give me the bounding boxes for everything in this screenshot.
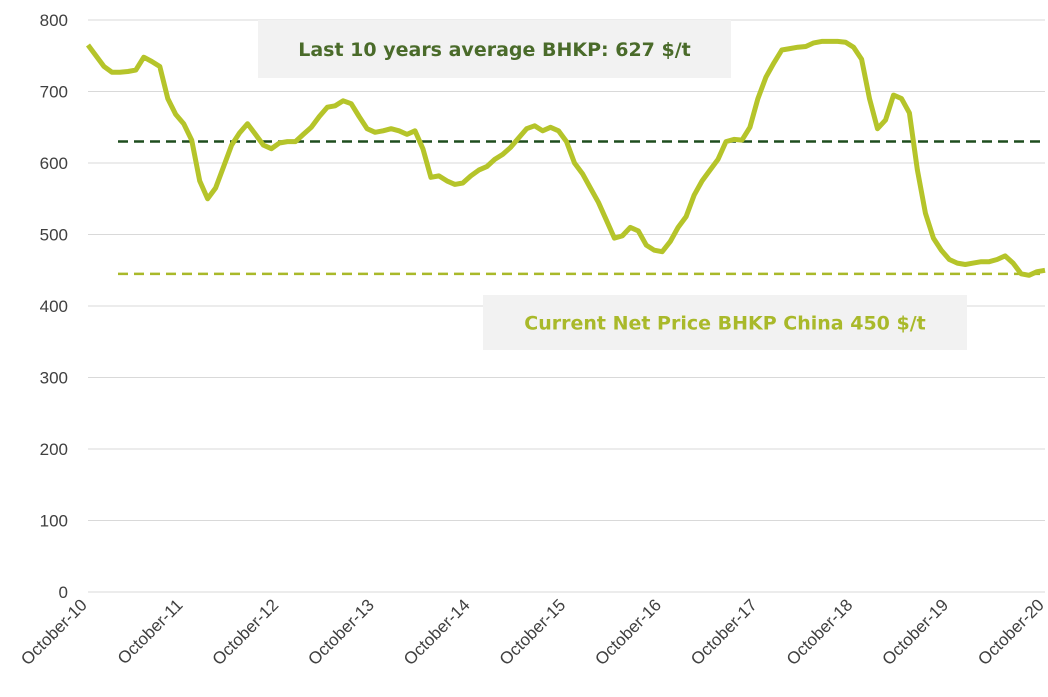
y-tick-label: 500 <box>40 226 68 245</box>
x-tick-label: October-13 <box>304 595 378 669</box>
y-tick-label: 600 <box>40 154 68 173</box>
x-tick-label: October-17 <box>687 595 761 669</box>
y-tick-label: 700 <box>40 83 68 102</box>
price-line <box>85 38 1046 278</box>
x-tick-label: October-19 <box>879 595 953 669</box>
y-tick-label: 300 <box>40 369 68 388</box>
annotation-box <box>483 295 967 350</box>
x-tick-label: October-16 <box>591 595 665 669</box>
y-tick-label: 400 <box>40 297 68 316</box>
y-tick-label: 800 <box>40 11 68 30</box>
y-tick-label: 200 <box>40 440 68 459</box>
y-tick-label: 100 <box>40 512 68 531</box>
x-tick-label: October-11 <box>114 595 187 668</box>
x-tick-label: October-15 <box>496 595 570 669</box>
x-tick-label: October-10 <box>17 595 91 669</box>
annotation: Last 10 years average BHKP: 627 $/t <box>298 39 691 61</box>
y-tick-label: 0 <box>59 583 68 602</box>
x-tick-label: October-14 <box>400 595 474 669</box>
x-tick-label: October-18 <box>783 595 857 669</box>
x-tick-label: October-12 <box>209 595 283 669</box>
annotation: Current Net Price BHKP China 450 $/t <box>524 313 926 335</box>
x-tick-label: October-20 <box>974 595 1048 669</box>
annotation-box <box>258 20 731 78</box>
